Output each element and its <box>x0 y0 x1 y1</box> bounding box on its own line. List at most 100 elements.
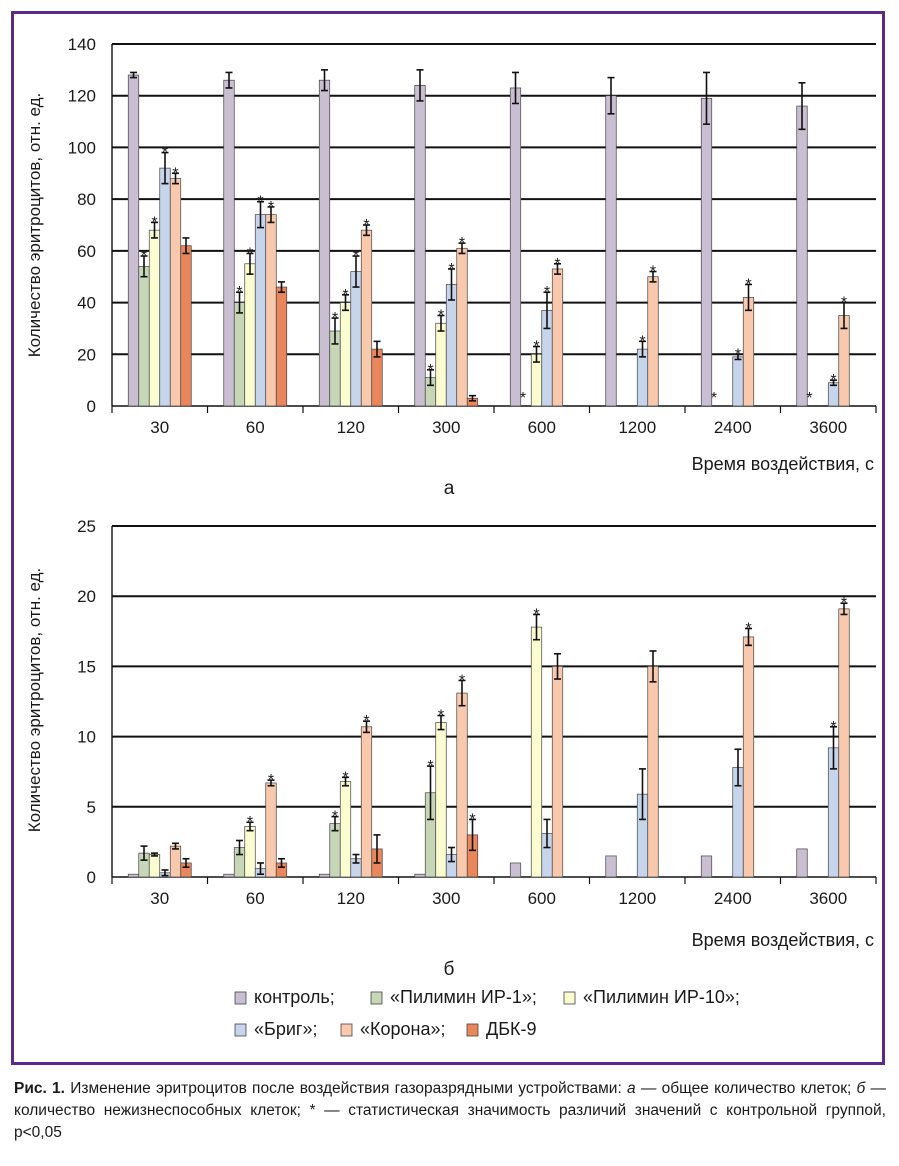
p1-significance-star: * <box>469 811 475 828</box>
p1-y-tick-label: 20 <box>77 587 96 606</box>
p1-bar <box>318 873 331 878</box>
p0-x-category-label: 600 <box>528 418 556 437</box>
p0-bar <box>605 95 617 407</box>
p0-x-category-label: 30 <box>150 418 169 437</box>
p1-bar <box>169 845 182 878</box>
p1-x-category-label: 60 <box>246 889 265 908</box>
caption-part3: — количество нежизнеспособных клеток; * … <box>14 1080 886 1141</box>
p0-x-category-label: 1200 <box>618 418 656 437</box>
p0-significance-star: * <box>151 214 157 231</box>
p0-y-tick-label: 60 <box>77 242 96 261</box>
p1-y-tick-label: 5 <box>87 798 96 817</box>
p0-significance-star: * <box>448 261 454 278</box>
p1-y-tick-label: 25 <box>77 517 96 536</box>
p0-bar <box>647 276 659 407</box>
legend-swatch <box>340 1023 353 1037</box>
p1-panel-label: б <box>444 959 455 980</box>
p1-bar <box>796 848 808 878</box>
p0-significance-star: * <box>141 248 147 265</box>
p0-y-tick-label: 100 <box>68 138 96 157</box>
p0-bar <box>339 302 352 407</box>
p0-significance-star: * <box>427 362 433 379</box>
p0-y-axis-label: Количество эритроцитов, отн. ед. <box>25 93 44 358</box>
p0-significance-star: * <box>841 295 847 312</box>
p0-significance-star: * <box>544 284 550 301</box>
p1-bar <box>414 873 426 878</box>
p1-bar <box>223 873 235 878</box>
p1-x-category-label: 300 <box>432 889 460 908</box>
p1-bar <box>244 826 256 878</box>
p0-significance-star: * <box>459 235 465 252</box>
p1-bar <box>838 608 850 878</box>
p0-bar <box>796 105 808 407</box>
caption-label: Рис. 1. <box>14 1080 65 1097</box>
p0-y-tick-label: 40 <box>77 294 96 313</box>
p1-bar <box>509 862 522 878</box>
p0-bar <box>169 178 182 407</box>
p0-bar <box>435 322 447 407</box>
p0-significance-star: * <box>438 308 444 325</box>
legend-swatch <box>370 991 383 1005</box>
p0-bar <box>148 229 161 407</box>
figure-caption: Рис. 1. Изменение эритроцитов после возд… <box>14 1078 886 1144</box>
p1-significance-star: * <box>745 620 751 637</box>
p0-bar <box>732 356 744 407</box>
p0-bar <box>742 297 755 407</box>
p1-significance-star: * <box>363 713 369 730</box>
p0-bar <box>445 284 458 407</box>
p1-bar <box>127 873 140 878</box>
p1-y-tick-label: 0 <box>87 868 96 887</box>
legend-label: «Бриг»; <box>254 1019 317 1039</box>
p0-significance-star: * <box>533 339 539 356</box>
p0-significance-star: * <box>257 194 263 211</box>
p1-significance-star: * <box>841 595 847 612</box>
p1-bar <box>329 823 341 878</box>
p0-significance-star: * <box>830 372 836 389</box>
p1-bar <box>551 666 564 878</box>
p0-y-tick-label: 120 <box>68 87 96 106</box>
p0-bar <box>360 229 373 407</box>
p0-significance-star: * <box>650 264 656 281</box>
p0-significance-star: * <box>806 390 812 407</box>
p0-bar <box>233 302 246 407</box>
p1-bar <box>435 722 447 878</box>
p1-significance-star: * <box>247 814 253 831</box>
p1-x-axis-label: Время воздействия, с <box>692 930 874 950</box>
legend-label: «Пилимин ИР-1»; <box>390 987 537 1007</box>
p0-significance-star: * <box>172 165 178 182</box>
p0-significance-star: * <box>554 256 560 273</box>
p1-x-category-label: 2400 <box>714 889 752 908</box>
p0-bar <box>509 87 522 407</box>
p0-bar <box>254 214 267 407</box>
p0-bar <box>223 79 235 407</box>
p1-x-category-label: 1200 <box>618 889 656 908</box>
p0-significance-star: * <box>711 390 717 407</box>
p1-bar <box>148 854 161 878</box>
p1-bar <box>742 636 755 878</box>
p0-y-tick-label: 80 <box>77 190 96 209</box>
p1-bar <box>700 855 713 878</box>
p0-significance-star: * <box>353 248 359 265</box>
legend-swatch <box>466 1023 479 1037</box>
p0-bar <box>456 247 468 407</box>
p1-significance-star: * <box>427 758 433 775</box>
p0-bar <box>159 167 171 407</box>
legend-label: «Корона»; <box>360 1019 446 1039</box>
legend-label: контроль; <box>254 987 335 1007</box>
p0-bar <box>350 271 362 407</box>
p0-x-category-label: 2400 <box>714 418 752 437</box>
legend-swatch <box>234 991 247 1005</box>
p0-significance-star: * <box>520 390 526 407</box>
p0-significance-star: * <box>342 287 348 304</box>
p1-y-tick-label: 10 <box>77 728 96 747</box>
p1-significance-star: * <box>268 772 274 789</box>
p0-bar <box>700 97 713 407</box>
p1-significance-star: * <box>459 672 465 689</box>
p0-bar <box>138 266 150 407</box>
p0-significance-star: * <box>735 346 741 363</box>
p0-bar <box>318 79 331 407</box>
p1-x-category-label: 30 <box>150 889 169 908</box>
p0-x-category-label: 120 <box>337 418 365 437</box>
p0-significance-star: * <box>236 284 242 301</box>
